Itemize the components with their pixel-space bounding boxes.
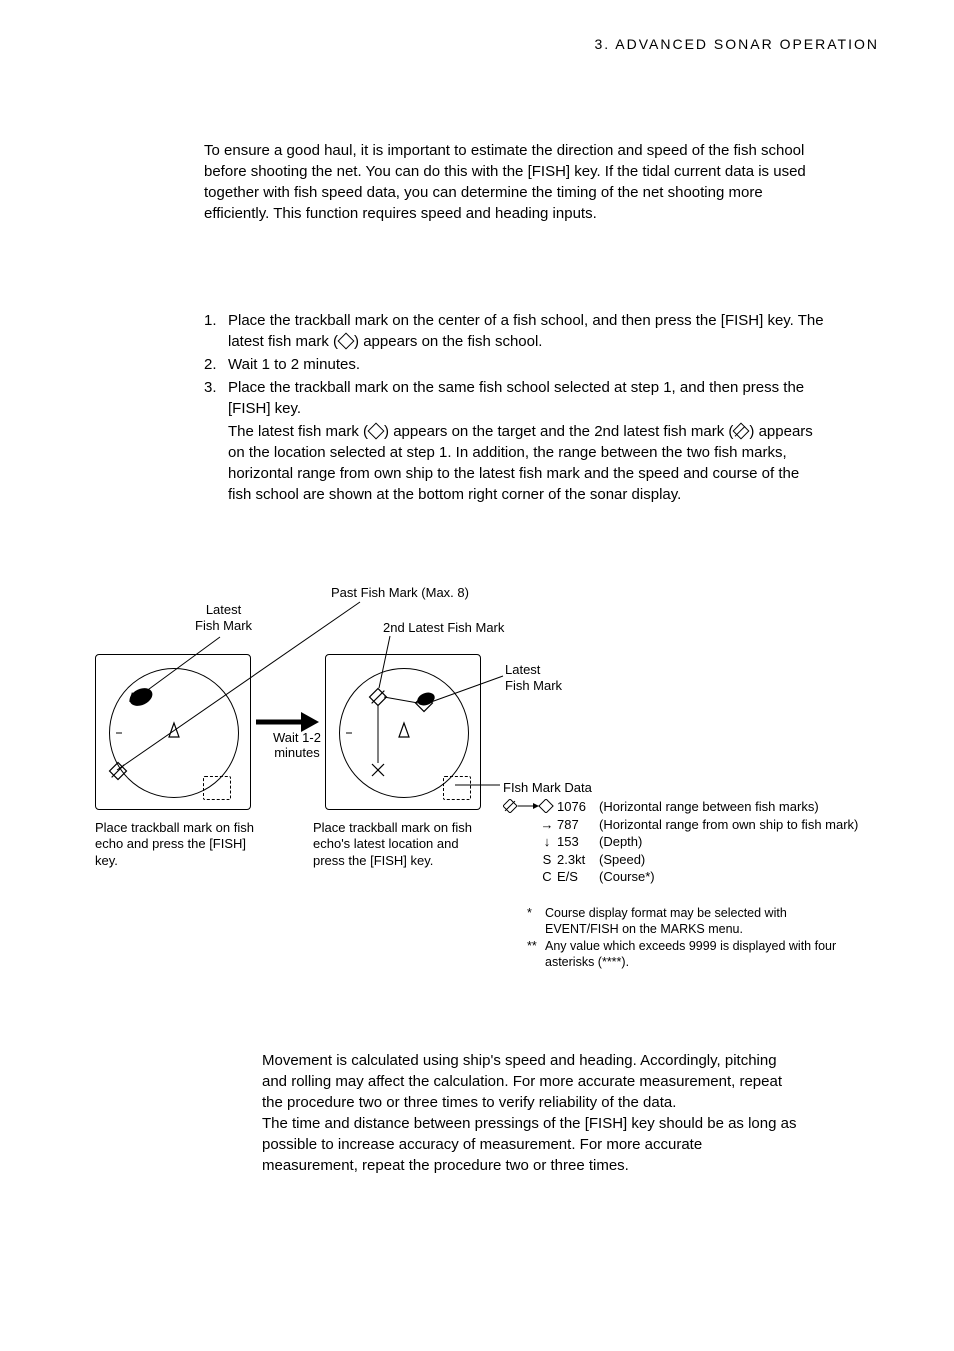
- data-value: 153: [557, 833, 599, 851]
- data-row: C E/S (Course*): [503, 868, 858, 886]
- page-header: 3. ADVANCED SONAR OPERATION: [594, 36, 879, 52]
- data-label: (Speed): [599, 851, 645, 869]
- footnote-text: Course display format may be selected wi…: [545, 905, 855, 938]
- caption-left: Place trackball mark on fish echo and pr…: [95, 820, 265, 869]
- footnote-star: **: [527, 938, 545, 971]
- procedure-steps: 1. Place the trackball mark on the cente…: [204, 310, 824, 505]
- fish-mark-data-list: 1076 (Horizontal range between fish mark…: [503, 798, 858, 886]
- data-value: E/S: [557, 868, 599, 886]
- callout-line-data: [455, 775, 515, 795]
- step-2: 2. Wait 1 to 2 minutes.: [204, 354, 824, 375]
- intro-paragraph: To ensure a good haul, it is important t…: [204, 140, 814, 224]
- fish-mark-data-label: FIsh Mark Data: [503, 780, 592, 796]
- step-body: Place the trackball mark on the same fis…: [228, 377, 824, 419]
- cont-a: The latest fish mark (: [228, 423, 368, 440]
- step-number: 1.: [204, 310, 228, 352]
- data-row: S 2.3kt (Speed): [503, 851, 858, 869]
- data-value: 787: [557, 816, 599, 834]
- data-label: (Horizontal range from own ship to fish …: [599, 816, 858, 834]
- data-label: (Depth): [599, 833, 642, 851]
- diamond-dotted-icon: [733, 423, 750, 440]
- data-value: 1076: [557, 798, 599, 816]
- speed-symbol: S: [537, 851, 557, 869]
- callout-line-latest-right: [395, 670, 515, 720]
- step-text-b: ) appears on the fish school.: [354, 333, 542, 350]
- step-body: Place the trackball mark on the center o…: [228, 310, 824, 352]
- diamond-icon: [368, 423, 385, 440]
- data-row: ↓ 153 (Depth): [503, 833, 858, 851]
- step-3: 3. Place the trackball mark on the same …: [204, 377, 824, 419]
- data-label: (Horizontal range between fish marks): [599, 798, 819, 816]
- caption-mid: Place trackball mark on fish echo's late…: [313, 820, 488, 869]
- footnote-text: Any value which exceeds 9999 is displaye…: [545, 938, 855, 971]
- step-continuation: The latest fish mark ( ) appears on the t…: [228, 421, 824, 505]
- step-number: 2.: [204, 354, 228, 375]
- data-label: (Course*): [599, 868, 655, 886]
- range-symbol: [503, 798, 557, 816]
- data-row: → 787 (Horizontal range from own ship to…: [503, 816, 858, 834]
- arrow-right-icon: →: [537, 816, 557, 834]
- bottom-paragraphs: Movement is calculated using ship's spee…: [262, 1050, 802, 1176]
- footnote-row: ** Any value which exceeds 9999 is displ…: [527, 938, 855, 971]
- step-body: Wait 1 to 2 minutes.: [228, 354, 824, 375]
- data-value: 2.3kt: [557, 851, 599, 869]
- data-row: 1076 (Horizontal range between fish mark…: [503, 798, 858, 816]
- footnotes: * Course display format may be selected …: [527, 905, 855, 970]
- fish-mark-diagram: Latest Fish Mark Past Fish Mark (Max. 8)…: [95, 580, 915, 1030]
- step-1: 1. Place the trackball mark on the cente…: [204, 310, 824, 352]
- footnote-row: * Course display format may be selected …: [527, 905, 855, 938]
- footnote-star: *: [527, 905, 545, 938]
- diamond-icon: [338, 333, 355, 350]
- course-symbol: C: [537, 868, 557, 886]
- wait-label: Wait 1-2 minutes: [273, 730, 321, 760]
- arrow-down-icon: ↓: [537, 833, 557, 851]
- step-number: 3.: [204, 377, 228, 419]
- cont-b: ) appears on the target and the 2nd late…: [384, 423, 733, 440]
